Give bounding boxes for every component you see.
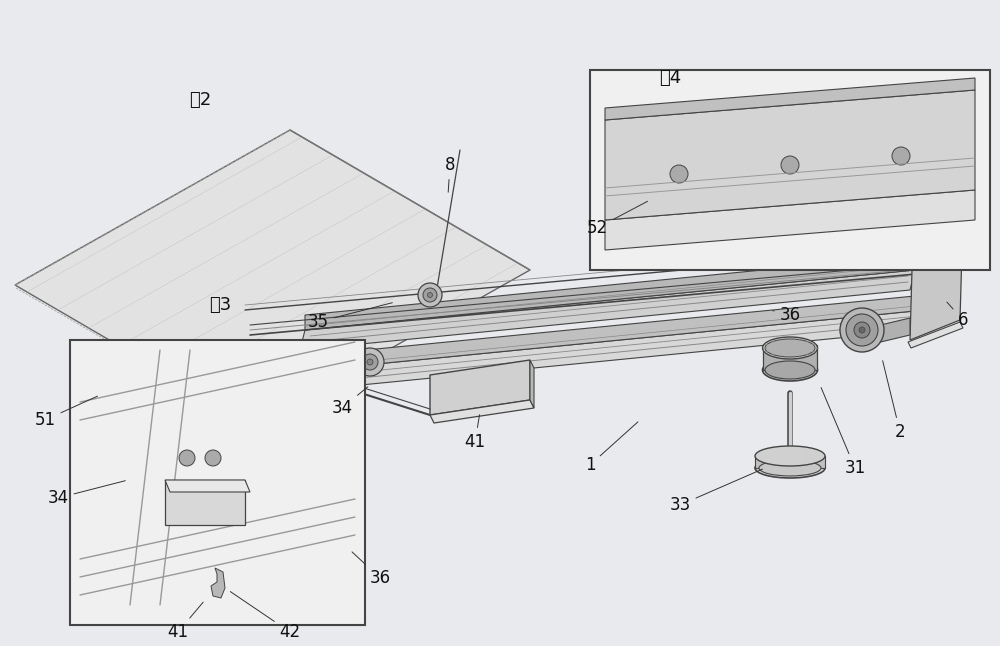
Bar: [590, 70, 990, 270]
Text: 36: 36: [773, 306, 801, 324]
Ellipse shape: [765, 339, 815, 357]
Text: 8: 8: [445, 156, 455, 193]
Circle shape: [670, 165, 688, 183]
Text: 2: 2: [883, 360, 905, 441]
Text: 42: 42: [230, 592, 301, 641]
Polygon shape: [308, 390, 347, 403]
Text: 图3: 图3: [209, 296, 231, 314]
Polygon shape: [430, 360, 530, 415]
Circle shape: [892, 147, 910, 165]
Polygon shape: [530, 360, 534, 408]
Bar: [70, 340, 365, 625]
Polygon shape: [430, 400, 534, 423]
Ellipse shape: [755, 458, 825, 478]
Polygon shape: [763, 345, 817, 370]
Polygon shape: [755, 456, 825, 468]
Polygon shape: [165, 480, 250, 492]
Polygon shape: [605, 190, 975, 250]
Polygon shape: [605, 90, 975, 220]
Polygon shape: [308, 355, 345, 398]
Circle shape: [418, 283, 442, 307]
Circle shape: [428, 293, 432, 298]
Polygon shape: [310, 310, 925, 390]
Polygon shape: [910, 250, 962, 340]
Circle shape: [179, 450, 195, 466]
Text: 33: 33: [669, 469, 762, 514]
Polygon shape: [908, 322, 963, 348]
Circle shape: [846, 314, 878, 346]
Circle shape: [356, 348, 384, 376]
Circle shape: [362, 354, 378, 370]
Polygon shape: [300, 270, 915, 350]
Circle shape: [423, 288, 437, 302]
Text: 1: 1: [585, 422, 638, 474]
Circle shape: [859, 327, 865, 333]
Circle shape: [854, 322, 870, 338]
Polygon shape: [315, 295, 925, 370]
Text: 51: 51: [34, 396, 97, 429]
Polygon shape: [605, 78, 975, 120]
Text: 34: 34: [47, 481, 125, 507]
Ellipse shape: [762, 359, 817, 381]
Text: 34: 34: [331, 387, 368, 417]
Text: 41: 41: [167, 602, 203, 641]
Text: 36: 36: [352, 552, 391, 587]
Text: 6: 6: [947, 302, 968, 329]
Ellipse shape: [762, 337, 817, 359]
Circle shape: [781, 156, 799, 174]
Text: 41: 41: [464, 415, 486, 451]
Text: 图2: 图2: [189, 91, 211, 109]
Circle shape: [840, 308, 884, 352]
Polygon shape: [211, 568, 225, 598]
Ellipse shape: [765, 361, 815, 379]
Text: 31: 31: [821, 388, 866, 477]
Polygon shape: [305, 255, 915, 330]
Text: 52: 52: [586, 202, 648, 237]
Bar: [165, 480, 245, 525]
Circle shape: [367, 359, 373, 365]
Ellipse shape: [755, 446, 825, 466]
Polygon shape: [15, 130, 530, 425]
Ellipse shape: [759, 460, 821, 476]
Circle shape: [205, 450, 221, 466]
Text: 图4: 图4: [659, 69, 681, 87]
Text: 35: 35: [307, 303, 392, 331]
Polygon shape: [868, 318, 910, 345]
